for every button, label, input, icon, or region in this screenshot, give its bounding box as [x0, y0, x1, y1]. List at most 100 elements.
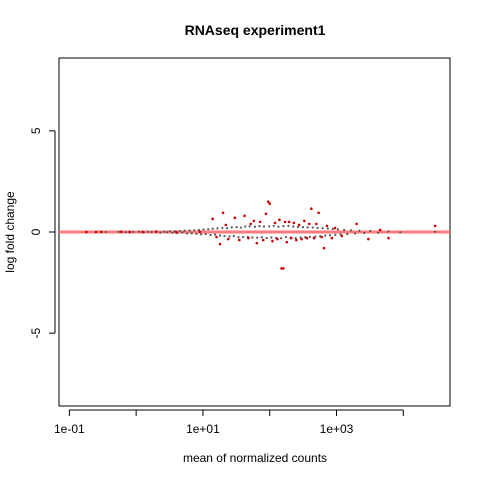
- data-point-significant: [355, 222, 358, 226]
- data-point-significant: [433, 224, 437, 228]
- x-tick-label: 1e+01: [186, 422, 220, 436]
- data-point-significant: [266, 200, 270, 203]
- data-point-significant: [317, 211, 320, 215]
- data-point-not-significant: [195, 232, 198, 235]
- data-point-not-significant: [326, 227, 329, 230]
- data-point-significant: [249, 222, 253, 226]
- data-point-significant: [85, 230, 88, 234]
- data-point-significant: [218, 242, 222, 246]
- data-point-significant: [312, 236, 316, 240]
- data-point-not-significant: [251, 236, 254, 239]
- data-point-significant: [99, 230, 103, 234]
- data-point-not-significant: [235, 226, 238, 229]
- data-point-significant: [271, 239, 274, 243]
- data-point-not-significant: [221, 226, 224, 230]
- data-point-not-significant: [104, 230, 107, 234]
- data-point-not-significant: [256, 236, 259, 239]
- data-point-significant: [227, 237, 230, 241]
- data-point-not-significant: [197, 228, 200, 232]
- data-point-significant: [292, 221, 296, 225]
- data-point-not-significant: [270, 236, 273, 239]
- data-point-not-significant: [248, 225, 251, 228]
- x-axis-label: mean of normalized counts: [183, 451, 327, 465]
- data-point-not-significant: [279, 237, 283, 240]
- data-point-significant: [261, 238, 265, 242]
- data-point-not-significant: [168, 230, 171, 233]
- data-point-not-significant: [209, 233, 212, 237]
- data-point-not-significant: [186, 232, 189, 235]
- data-point-not-significant: [230, 226, 233, 229]
- data-point-significant: [211, 217, 214, 221]
- data-point-significant: [252, 219, 256, 223]
- data-point-significant: [215, 235, 218, 239]
- data-point-significant: [94, 230, 98, 234]
- data-point-not-significant: [258, 225, 261, 228]
- data-point-significant: [333, 226, 337, 230]
- data-point-not-significant: [211, 227, 214, 230]
- data-point-significant: [285, 240, 289, 244]
- data-point-not-significant: [308, 235, 312, 238]
- data-point-not-significant: [171, 231, 174, 234]
- data-point-significant: [295, 238, 298, 242]
- data-point-not-significant: [200, 233, 203, 236]
- data-point-not-significant: [239, 226, 242, 229]
- data-point-significant: [307, 222, 311, 226]
- data-point-significant: [276, 237, 279, 241]
- data-point-not-significant: [146, 230, 150, 233]
- data-point-not-significant: [265, 236, 268, 240]
- data-point-not-significant: [334, 233, 337, 236]
- data-point-not-significant: [284, 235, 288, 239]
- data-point-significant: [322, 246, 326, 250]
- data-point-not-significant: [150, 230, 153, 234]
- data-point-significant: [224, 223, 228, 227]
- data-point-significant: [289, 236, 293, 240]
- data-point-not-significant: [237, 236, 240, 239]
- data-point-not-significant: [434, 230, 437, 233]
- data-point-not-significant: [131, 230, 135, 234]
- data-point-not-significant: [117, 230, 120, 233]
- data-point-not-significant: [387, 230, 390, 233]
- data-point-significant: [120, 230, 123, 234]
- y-tick-label: 5: [29, 127, 43, 134]
- data-point-significant: [280, 267, 283, 270]
- data-point-significant: [320, 235, 324, 239]
- data-point-not-significant: [137, 230, 141, 233]
- data-point-not-significant: [262, 225, 266, 228]
- y-tick-label: 0: [29, 228, 43, 235]
- data-point-significant: [243, 214, 246, 218]
- data-point-not-significant: [346, 232, 349, 236]
- data-point-significant: [175, 230, 178, 234]
- data-point-not-significant: [272, 224, 275, 228]
- data-point-not-significant: [260, 236, 263, 239]
- data-point-not-significant: [369, 229, 372, 233]
- data-point-significant: [198, 230, 202, 234]
- data-point-not-significant: [343, 228, 346, 232]
- data-point-not-significant: [183, 229, 186, 232]
- data-point-not-significant: [399, 231, 402, 234]
- data-point-significant: [330, 236, 334, 240]
- data-point-not-significant: [253, 225, 257, 228]
- data-point-significant: [300, 237, 303, 241]
- data-point-not-significant: [282, 225, 285, 228]
- data-point-not-significant: [232, 234, 235, 237]
- data-point-not-significant: [306, 226, 309, 229]
- data-point-not-significant: [207, 228, 210, 231]
- data-point-significant: [315, 222, 318, 226]
- chart-title: RNAseq experiment1: [185, 22, 326, 38]
- data-point-not-significant: [316, 226, 319, 230]
- data-point-not-significant: [268, 225, 271, 228]
- data-point-not-significant: [287, 224, 290, 228]
- data-point-significant: [247, 236, 250, 240]
- data-point-not-significant: [292, 225, 295, 228]
- data-point-significant: [297, 223, 301, 227]
- data-point-significant: [378, 228, 382, 232]
- data-point-not-significant: [242, 235, 245, 239]
- data-point-not-significant: [294, 236, 297, 240]
- data-point-significant: [273, 221, 277, 225]
- data-point-significant: [237, 238, 241, 242]
- data-point-not-significant: [277, 225, 280, 228]
- data-point-not-significant: [193, 229, 196, 232]
- data-point-significant: [255, 241, 259, 245]
- data-point-not-significant: [244, 225, 247, 228]
- data-point-significant: [258, 220, 262, 224]
